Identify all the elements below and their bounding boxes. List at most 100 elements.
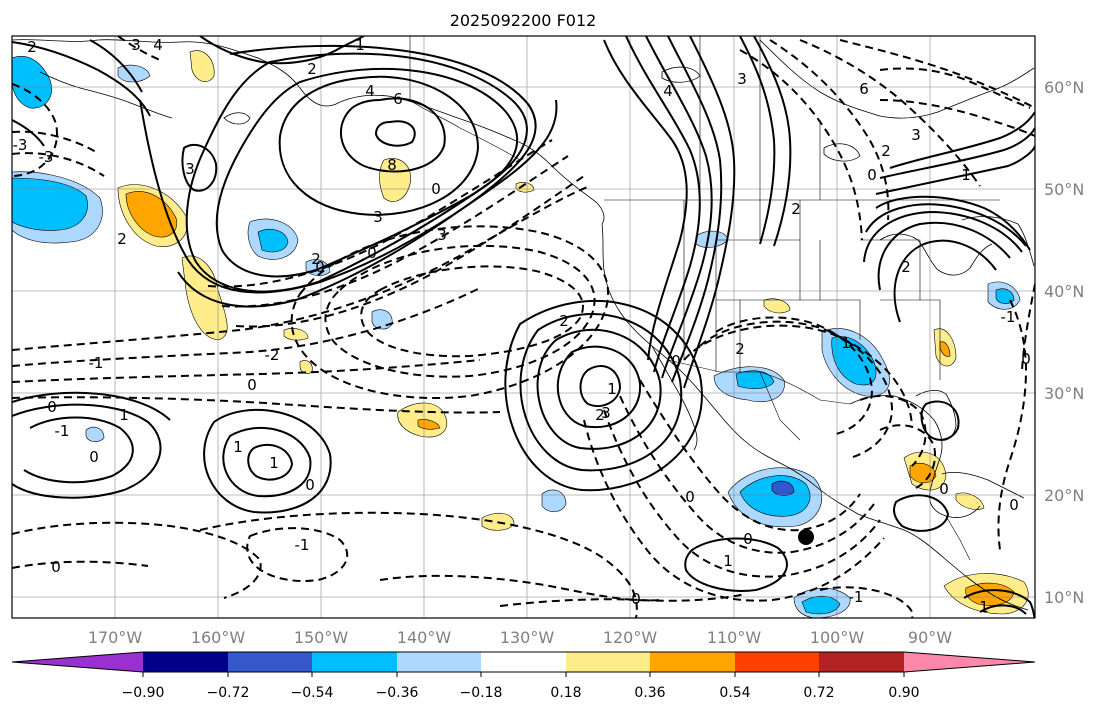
- lat-label-30n: 30°N: [1044, 384, 1084, 403]
- colorbar-extend-min: [12, 652, 143, 672]
- shade-yellow-caribbean-2: [955, 492, 985, 510]
- shade-orange-central: [417, 419, 441, 430]
- contour-high-gulf-3: [278, 75, 480, 216]
- contour-label: 3: [437, 226, 447, 244]
- contour-ne-high-3: [863, 210, 1023, 263]
- lon-label-140w: 140°W: [397, 628, 452, 647]
- contour-label: 0: [685, 488, 695, 506]
- contour-low-sw-2: [556, 345, 642, 429]
- contour-label: 4: [153, 36, 163, 54]
- contour-label: 3: [737, 70, 747, 88]
- colorbar-tick-label: 0.18: [550, 685, 581, 701]
- border-state-7: [860, 239, 921, 300]
- contour-low-sw-1: [579, 365, 622, 407]
- border-central-america: [945, 515, 971, 561]
- contour-ak-small: [181, 143, 218, 192]
- contour-dash-texas-2: [699, 320, 894, 459]
- contour-label: 1: [841, 334, 851, 352]
- contour-label: -1: [849, 588, 864, 606]
- contour-label: 4: [365, 82, 375, 100]
- contour-dash-jet-3: [235, 175, 585, 328]
- contour-label: 0: [305, 476, 315, 494]
- colorbar-swatch: [819, 652, 904, 672]
- contour-label: -1: [55, 422, 70, 440]
- contour-label: 0: [671, 352, 681, 370]
- shade-yellow-small-2: [283, 328, 309, 341]
- latitude-labels: 60°N 50°N 40°N 30°N 20°N 10°N: [1044, 78, 1084, 607]
- contour-label: -3: [13, 136, 28, 154]
- contour-hawaii-3: [203, 408, 332, 514]
- shade-orange-caribbean: [909, 463, 937, 484]
- contour-hawaii-2: [222, 426, 312, 498]
- lat-label-10n: 10°N: [1044, 588, 1084, 607]
- contour-label: -2: [265, 346, 280, 364]
- contour-label: 0: [743, 530, 753, 548]
- contour-label: 0: [631, 590, 641, 608]
- border-mexico-state: [759, 371, 801, 441]
- shade-blue-nw: [12, 56, 52, 109]
- contour-label: 6: [393, 90, 403, 108]
- contour-low-sw-4: [519, 313, 683, 472]
- coast-islands-1: [223, 112, 251, 125]
- lon-label-120w: 120°W: [603, 628, 658, 647]
- shade-blue-small-3: [541, 489, 567, 513]
- colorbar-swatch: [566, 652, 650, 672]
- contour-label: 1: [979, 598, 989, 616]
- colorbar-swatch: [228, 652, 312, 672]
- contour-label: 3: [185, 160, 195, 178]
- lon-label-170w: 170°W: [88, 628, 143, 647]
- lon-label-100w: 100°W: [810, 628, 865, 647]
- contour-ne-high-2: [865, 203, 1027, 247]
- colorbar-swatch: [143, 652, 228, 672]
- coast-great-lakes: [879, 233, 993, 276]
- colorbar-tick-label: 0.72: [803, 685, 834, 701]
- lon-label-160w: 160°W: [191, 628, 246, 647]
- coast-aleutians: [39, 71, 173, 119]
- contour-label: 2: [595, 406, 605, 424]
- political-borders: [409, 36, 1000, 561]
- contour-east-1: [889, 111, 1035, 169]
- contour-label: -1: [89, 354, 104, 372]
- contour-dash-ne-6: [879, 99, 1035, 137]
- contour-hawaii-1: [247, 443, 294, 481]
- contour-dash-central-5: [12, 287, 481, 367]
- shade-yellow-gulf-ak: [379, 158, 411, 202]
- lon-label-90w: 90°W: [908, 628, 952, 647]
- contour-label: 1: [607, 380, 617, 398]
- colorbar-swatch: [312, 652, 397, 672]
- contour-ne-4: [667, 36, 723, 383]
- coast-baja: [651, 345, 698, 451]
- contour-ne-3: [645, 36, 713, 379]
- colorbar-tick-label: −0.36: [376, 685, 419, 701]
- contour-label: 2: [311, 250, 321, 268]
- contour-label: 2: [307, 60, 317, 78]
- contour-w-1: [23, 416, 134, 484]
- contour-ne-high-1: [875, 195, 1031, 251]
- contour-east-3: [875, 145, 1035, 195]
- contour-epac-1: [684, 537, 788, 592]
- contour-dash-texas-3: [683, 324, 913, 427]
- contour-label: 2: [559, 312, 569, 330]
- contour-ne-1: [603, 39, 688, 361]
- contour-label: 6: [859, 80, 869, 98]
- map-title: 2025092200 F012: [450, 11, 597, 30]
- colorbar-ticks: −0.90 −0.72 −0.54 −0.36 −0.18 0.18 0.36 0.54 0.7…: [122, 672, 920, 701]
- shade-yellow-bc: [515, 182, 535, 193]
- colorbar: [11, 651, 1036, 673]
- contour-label: 1: [119, 406, 129, 424]
- contours-negative: [12, 36, 1035, 618]
- shade-purple-epac: [771, 480, 795, 496]
- contour-dash-sw-1: [12, 521, 262, 599]
- contour-labels: 2 1 3 4 2 4 6 8 3 0 3 3 2 0 2 0 -3 3 4 6…: [13, 36, 1031, 616]
- contour-dash-mexico-3: [603, 409, 881, 578]
- shade-orange-florida: [939, 341, 951, 357]
- contour-east-2: [879, 127, 1035, 179]
- contour-label: 3: [601, 404, 611, 422]
- contour-high-gulf-1: [374, 120, 416, 147]
- graticule: [12, 36, 1035, 618]
- colorbar-swatch: [650, 652, 735, 672]
- coast-cuba: [941, 472, 1025, 499]
- contour-label: 0: [315, 258, 325, 276]
- contour-dash-mexico-2: [619, 395, 875, 554]
- lon-label-150w: 150°W: [294, 628, 349, 647]
